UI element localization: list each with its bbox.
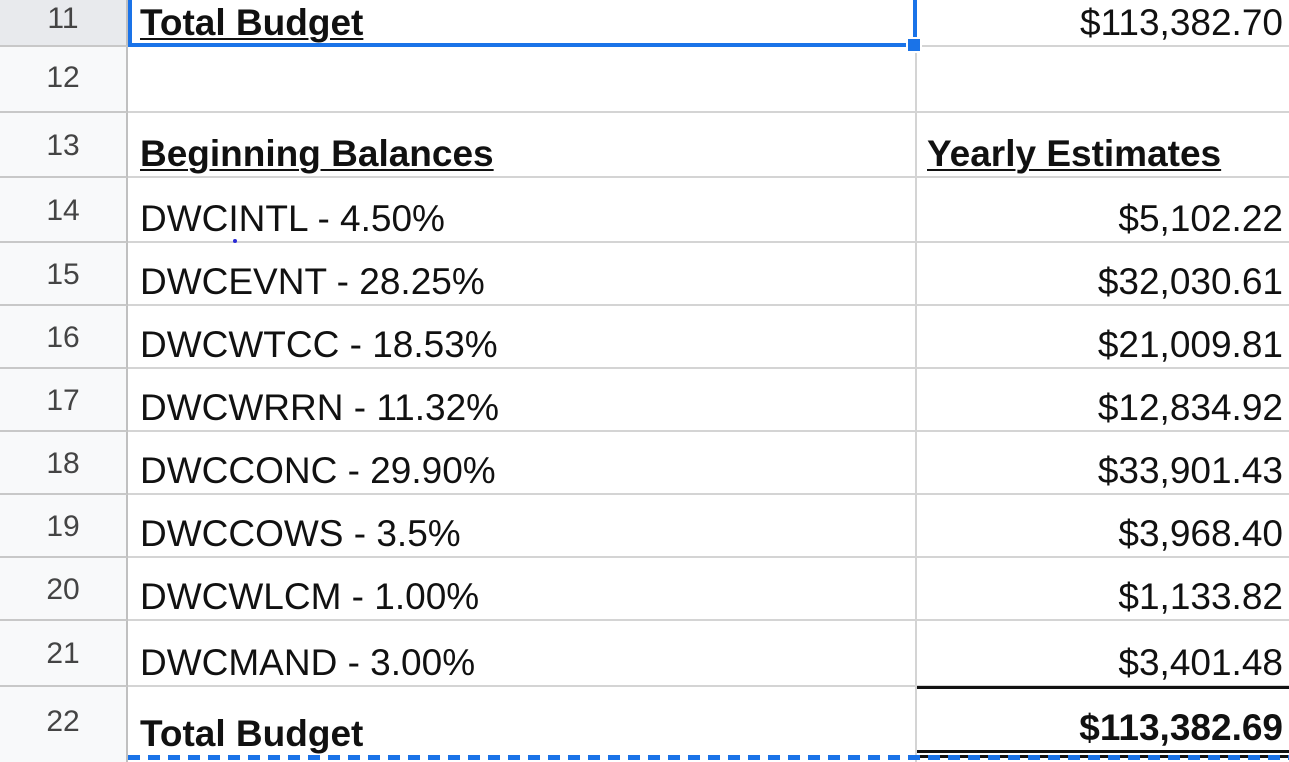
row-header[interactable]: 12 bbox=[0, 47, 128, 113]
cell-b14[interactable]: $5,102.22 bbox=[917, 178, 1289, 243]
cell-text: Total Budget bbox=[140, 2, 364, 43]
cell-text: DWCMAND - 3.00% bbox=[140, 642, 476, 683]
sheet-row: 21 DWCMAND - 3.00% $3,401.48 bbox=[0, 621, 1289, 687]
cell-text: DWCWTCC - 18.53% bbox=[140, 324, 498, 365]
copy-range-marquee bbox=[128, 755, 1289, 760]
cell-b19[interactable]: $3,968.40 bbox=[917, 495, 1289, 558]
cell-b12[interactable] bbox=[917, 47, 1289, 113]
cell-b22[interactable]: $113,382.69 bbox=[917, 687, 1289, 762]
cell-a20[interactable]: DWCWLCM - 1.00% bbox=[128, 558, 917, 621]
sheet-row: 19 DWCCOWS - 3.5% $3,968.40 bbox=[0, 495, 1289, 558]
sheet-row: 15 DWCEVNT - 28.25% $32,030.61 bbox=[0, 243, 1289, 306]
cell-b17[interactable]: $12,834.92 bbox=[917, 369, 1289, 432]
cell-text: Yearly Estimates bbox=[927, 133, 1222, 174]
cell-a15[interactable]: DWCEVNT - 28.25% bbox=[128, 243, 917, 306]
cell-b15[interactable]: $32,030.61 bbox=[917, 243, 1289, 306]
cell-text: Beginning Balances bbox=[140, 133, 494, 174]
cell-b11[interactable]: $113,382.70 bbox=[917, 0, 1289, 47]
cell-a13[interactable]: Beginning Balances bbox=[128, 113, 917, 178]
cell-a12[interactable] bbox=[128, 47, 917, 113]
row-header[interactable]: 22 bbox=[0, 687, 128, 762]
row-header[interactable]: 19 bbox=[0, 495, 128, 558]
text-cursor-marker bbox=[233, 239, 237, 243]
cell-text: $32,030.61 bbox=[1097, 261, 1283, 302]
cell-text: $3,968.40 bbox=[1118, 513, 1283, 554]
row-header[interactable]: 16 bbox=[0, 306, 128, 369]
row-header[interactable]: 21 bbox=[0, 621, 128, 687]
sheet-row: 17 DWCWRRN - 11.32% $12,834.92 bbox=[0, 369, 1289, 432]
sheet-row: 20 DWCWLCM - 1.00% $1,133.82 bbox=[0, 558, 1289, 621]
cell-b20[interactable]: $1,133.82 bbox=[917, 558, 1289, 621]
cell-text: $3,401.48 bbox=[1118, 642, 1283, 683]
sheet-row: 11 Total Budget $113,382.70 bbox=[0, 0, 1289, 47]
cell-a21[interactable]: DWCMAND - 3.00% bbox=[128, 621, 917, 687]
cell-text: $21,009.81 bbox=[1097, 324, 1283, 365]
cell-text: $12,834.92 bbox=[1097, 387, 1283, 428]
cell-text: DWCINTL - 4.50% bbox=[140, 198, 445, 239]
row-header[interactable]: 13 bbox=[0, 113, 128, 178]
sheet-row: 14 DWCINTL - 4.50% $5,102.22 bbox=[0, 178, 1289, 243]
sheet-row: 22 Total Budget $113,382.69 bbox=[0, 687, 1289, 762]
row-header[interactable]: 18 bbox=[0, 432, 128, 495]
cell-a18[interactable]: DWCCONC - 29.90% bbox=[128, 432, 917, 495]
cell-a22[interactable]: Total Budget bbox=[128, 687, 917, 762]
cell-text: DWCWLCM - 1.00% bbox=[140, 576, 480, 617]
cell-b16[interactable]: $21,009.81 bbox=[917, 306, 1289, 369]
row-header[interactable]: 15 bbox=[0, 243, 128, 306]
cell-text: $5,102.22 bbox=[1118, 198, 1283, 239]
fill-handle[interactable] bbox=[906, 37, 922, 53]
cell-text: DWCEVNT - 28.25% bbox=[140, 261, 485, 302]
cell-b18[interactable]: $33,901.43 bbox=[917, 432, 1289, 495]
row-header[interactable]: 14 bbox=[0, 178, 128, 243]
cell-text: $1,133.82 bbox=[1118, 576, 1283, 617]
cell-a14[interactable]: DWCINTL - 4.50% bbox=[128, 178, 917, 243]
sheet-row: 18 DWCCONC - 29.90% $33,901.43 bbox=[0, 432, 1289, 495]
cell-b13[interactable]: Yearly Estimates bbox=[917, 113, 1289, 178]
cell-text: DWCCOWS - 3.5% bbox=[140, 513, 461, 554]
cell-a19[interactable]: DWCCOWS - 3.5% bbox=[128, 495, 917, 558]
cell-b21[interactable]: $3,401.48 bbox=[917, 621, 1289, 687]
sheet-row: 16 DWCWTCC - 18.53% $21,009.81 bbox=[0, 306, 1289, 369]
cell-a17[interactable]: DWCWRRN - 11.32% bbox=[128, 369, 917, 432]
sheet-row: 13 Beginning Balances Yearly Estimates bbox=[0, 113, 1289, 178]
cell-text: Total Budget bbox=[140, 713, 364, 754]
cell-bottom-border bbox=[917, 686, 1289, 689]
cell-text: $113,382.70 bbox=[1079, 2, 1283, 43]
cell-text: $33,901.43 bbox=[1097, 450, 1283, 491]
cell-a16[interactable]: DWCWTCC - 18.53% bbox=[128, 306, 917, 369]
cell-text: DWCWRRN - 11.32% bbox=[140, 387, 500, 428]
row-header[interactable]: 20 bbox=[0, 558, 128, 621]
cell-a11[interactable]: Total Budget bbox=[128, 0, 917, 47]
row-header[interactable]: 17 bbox=[0, 369, 128, 432]
cell-text: $113,382.69 bbox=[1079, 707, 1283, 748]
row-header[interactable]: 11 bbox=[0, 0, 128, 47]
sheet-row: 12 bbox=[0, 47, 1289, 113]
cell-text: DWCCONC - 29.90% bbox=[140, 450, 496, 491]
